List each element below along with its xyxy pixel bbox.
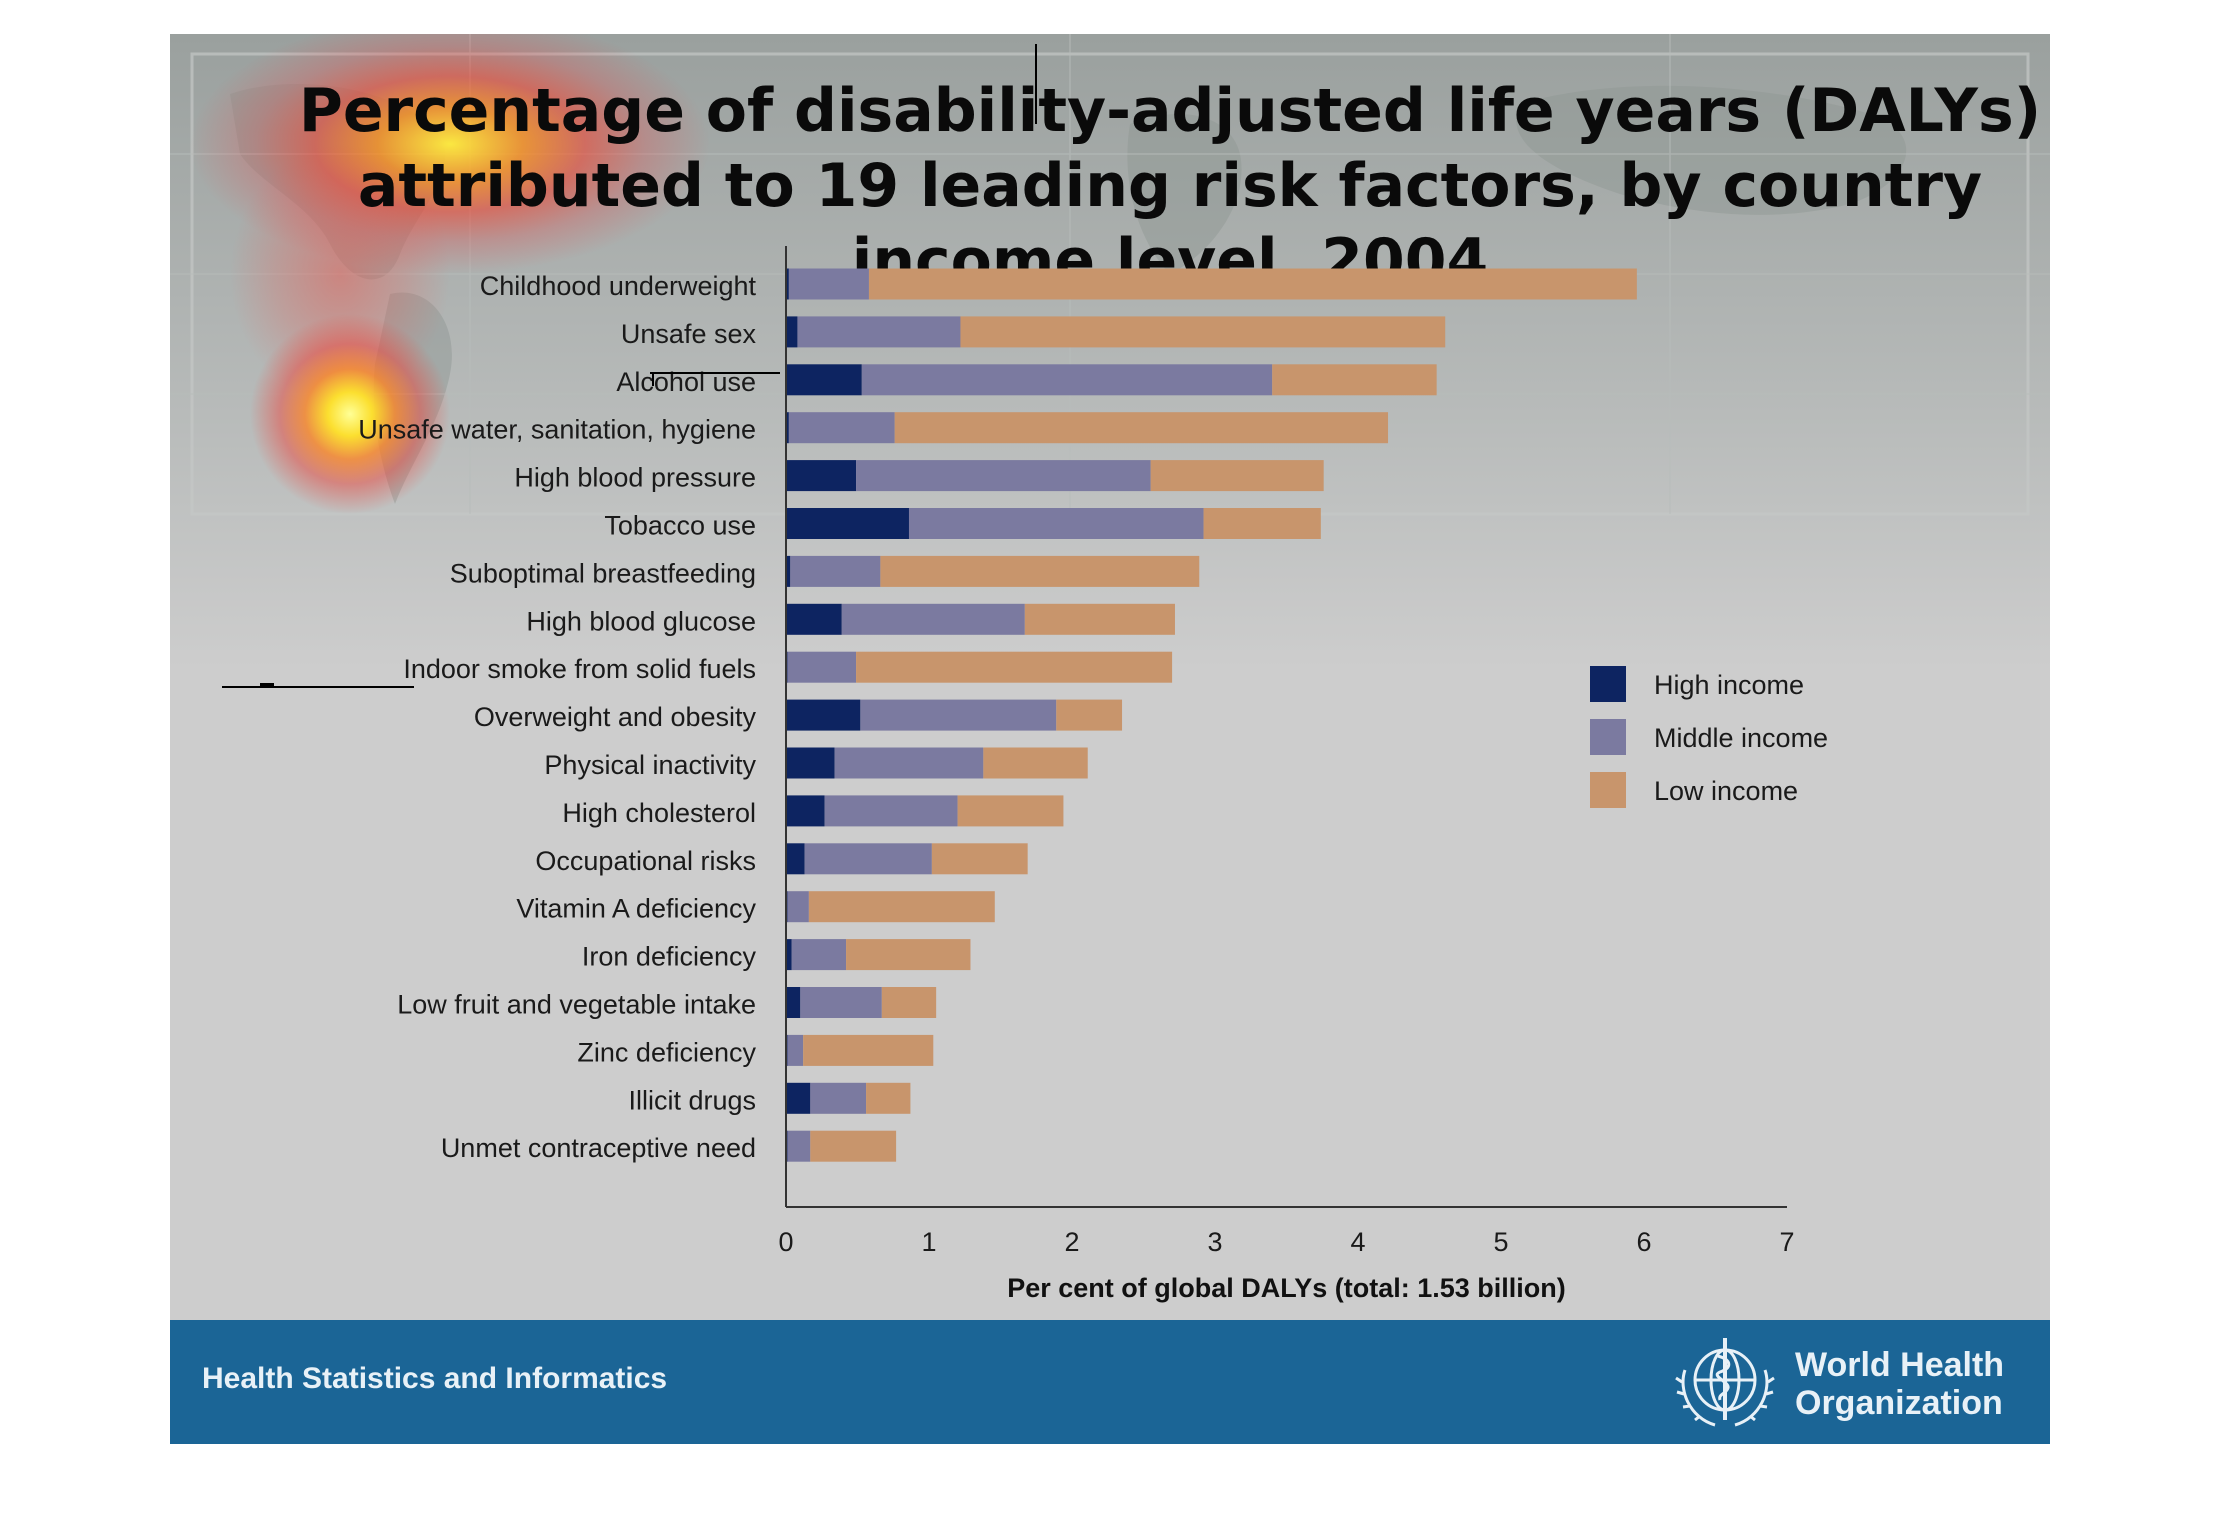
bar-segment xyxy=(846,939,971,971)
category-label: High blood glucose xyxy=(526,606,756,636)
legend-label: Low income xyxy=(1654,776,1798,806)
footer-bar: Health Statistics and Informatics World … xyxy=(170,1320,2050,1444)
bar-segment xyxy=(786,460,857,492)
bar-segment xyxy=(790,555,881,587)
bar-segment xyxy=(894,412,1389,444)
legend-swatch xyxy=(1590,772,1626,808)
x-tick-label: 7 xyxy=(1779,1227,1794,1257)
bar-segment xyxy=(810,1130,897,1162)
stray-line xyxy=(1035,44,1037,124)
category-label: Unsafe water, sanitation, hygiene xyxy=(358,415,756,445)
bar-segment xyxy=(786,268,789,300)
bar-segment xyxy=(786,939,792,971)
stacked-bar-chart: Childhood underweight Unsafe sex Alcohol u… xyxy=(358,246,1828,1303)
bar-segment xyxy=(1150,460,1324,492)
category-label: Illicit drugs xyxy=(628,1085,756,1115)
category-label: Unsafe sex xyxy=(621,319,757,349)
stray-line xyxy=(222,686,414,688)
bar-segment xyxy=(868,268,1637,300)
footer-text: Health Statistics and Informatics xyxy=(202,1362,668,1395)
legend-label: High income xyxy=(1654,670,1804,700)
bar-segment xyxy=(931,843,1028,875)
category-label: Physical inactivity xyxy=(544,750,756,780)
category-label: Tobacco use xyxy=(604,511,756,541)
bar-segment xyxy=(786,843,805,875)
category-label: Zinc deficiency xyxy=(577,1037,756,1067)
legend-swatch xyxy=(1590,719,1626,755)
x-tick-label: 1 xyxy=(921,1227,936,1257)
bar-segment xyxy=(804,843,932,875)
bar-segment xyxy=(1272,364,1437,396)
bar-segment xyxy=(788,412,895,444)
x-tick-label: 6 xyxy=(1636,1227,1651,1257)
legend-swatch xyxy=(1590,666,1626,702)
category-label: High blood pressure xyxy=(514,463,756,493)
bar-segment xyxy=(786,699,861,731)
bar-segment xyxy=(810,1082,867,1114)
bar-segment xyxy=(786,412,789,444)
bar-segment xyxy=(957,795,1064,827)
bar-segment xyxy=(787,891,809,923)
bar-segment xyxy=(908,508,1204,539)
bar-segment xyxy=(786,316,798,348)
slide: Percentage of disability-adjusted life y… xyxy=(170,34,2050,1444)
x-tick-label: 3 xyxy=(1207,1227,1222,1257)
category-label: Alcohol use xyxy=(616,367,756,397)
bar-segment xyxy=(786,508,909,539)
bar-segment xyxy=(786,1082,811,1114)
category-label: Indoor smoke from solid fuels xyxy=(403,654,756,684)
bar-segment xyxy=(834,747,984,779)
bar-segment xyxy=(803,1034,934,1066)
stray-line xyxy=(652,372,654,386)
bar-segment xyxy=(866,1082,911,1114)
x-tick-label: 2 xyxy=(1064,1227,1079,1257)
x-tick-label: 0 xyxy=(778,1227,793,1257)
x-tick-label: 5 xyxy=(1493,1227,1508,1257)
organization-name: World Health Organization xyxy=(1795,1346,2005,1422)
category-label: Occupational risks xyxy=(535,846,756,876)
bar-segment xyxy=(808,891,995,923)
legend-label: Middle income xyxy=(1654,723,1828,753)
bar-segment xyxy=(841,603,1025,635)
bar-segment xyxy=(960,316,1446,348)
x-axis-title: Per cent of global DALYs (total: 1.53 bi… xyxy=(1007,1273,1566,1303)
bar-segment xyxy=(787,1034,804,1066)
who-emblem-icon xyxy=(1675,1338,1775,1427)
bar-segment xyxy=(788,268,869,300)
category-label: Low fruit and vegetable intake xyxy=(397,990,756,1020)
bar-segment xyxy=(786,747,835,779)
category-label: Vitamin A deficiency xyxy=(516,894,756,924)
bar-segment xyxy=(786,795,825,827)
bar-segment xyxy=(880,555,1200,587)
category-label: Iron deficiency xyxy=(582,942,757,972)
category-label: High cholesterol xyxy=(562,798,756,828)
bar-segment xyxy=(786,555,791,587)
bar-segment xyxy=(786,603,842,635)
category-label: Unmet contraceptive need xyxy=(441,1133,756,1163)
bar-segment xyxy=(824,795,958,827)
x-tick-label: 4 xyxy=(1350,1227,1365,1257)
bar-segment xyxy=(1203,508,1321,539)
bar-segment xyxy=(861,364,1273,396)
bar-segment xyxy=(786,364,862,396)
bar-segment xyxy=(800,987,882,1018)
bar-segment xyxy=(797,316,961,348)
category-label: Suboptimal breastfeeding xyxy=(450,558,756,588)
bar-segment xyxy=(860,699,1057,731)
bar-segment xyxy=(1024,603,1175,635)
category-label: Overweight and obesity xyxy=(474,702,757,732)
bar-segment xyxy=(787,1130,811,1162)
category-label: Childhood underweight xyxy=(480,271,757,301)
bar-segment xyxy=(856,651,1173,683)
stray-line xyxy=(260,683,274,686)
bar-segment xyxy=(1056,699,1123,731)
bar-segment xyxy=(881,987,937,1018)
bar-segment xyxy=(983,747,1088,779)
stray-line xyxy=(650,372,780,374)
bar-segment xyxy=(786,987,801,1018)
bar-segment xyxy=(787,651,857,683)
bar-segment xyxy=(856,460,1151,492)
bar-segment xyxy=(791,939,847,971)
